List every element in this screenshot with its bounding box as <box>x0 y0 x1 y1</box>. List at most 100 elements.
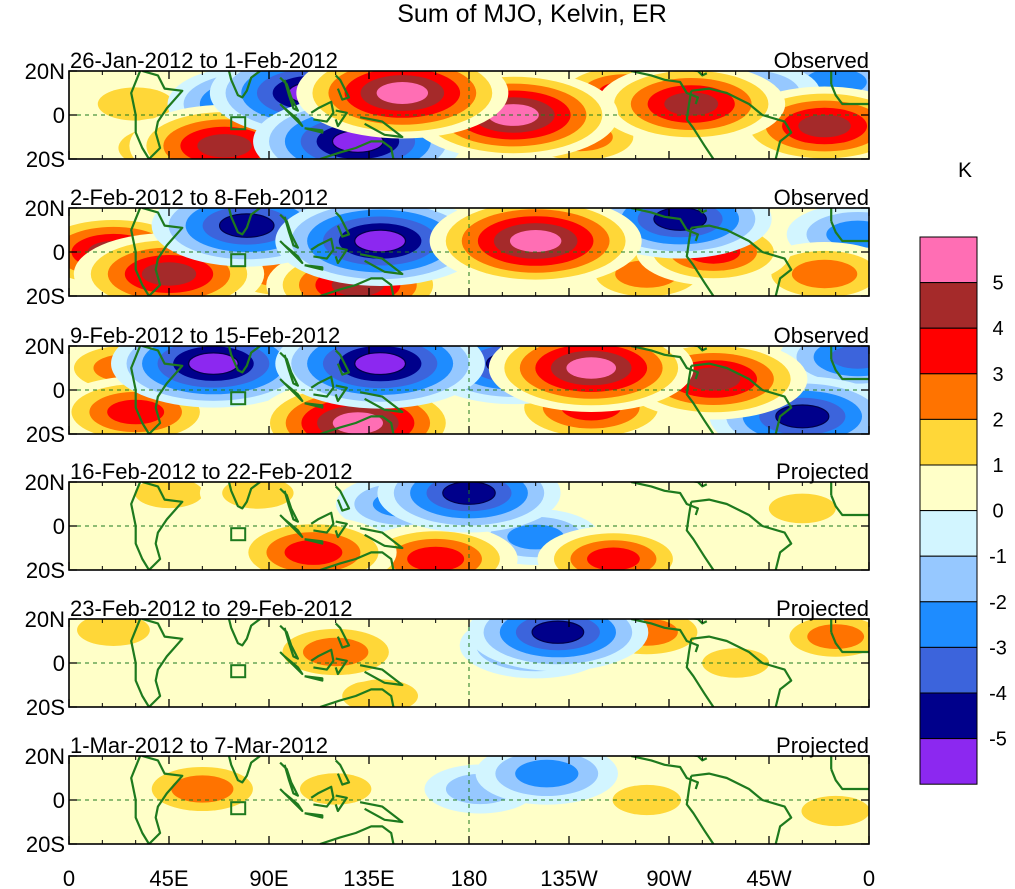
coastline <box>130 71 869 159</box>
contour-level <box>407 546 465 570</box>
map-panel: 20N 0 20S 9-Feb-2012 to 15-Feb-2012 Observed <box>25 323 870 447</box>
colorbar-tick-label: -2 <box>989 592 1007 614</box>
coastline-segment <box>630 482 699 516</box>
coastline-segment <box>279 378 304 403</box>
island-marker <box>230 116 247 131</box>
coastline-segment <box>630 208 699 242</box>
panel-period-label: 2-Feb-2012 to 8-Feb-2012 <box>70 185 328 210</box>
coastline-segment <box>334 211 351 238</box>
panel-status-label: Observed <box>774 323 869 348</box>
coastline-segment <box>319 277 395 296</box>
anomaly-field <box>113 482 857 570</box>
panel-period-label: 9-Feb-2012 to 15-Feb-2012 <box>70 323 340 348</box>
y-tick-label: 0 <box>53 514 65 539</box>
contour-level <box>768 493 836 524</box>
coastline-segment <box>630 346 699 380</box>
coastline-segment <box>227 71 261 99</box>
contour-level <box>664 92 719 116</box>
chart-title: Sum of MJO, Kelvin, ER <box>397 0 667 28</box>
coastline-segment <box>691 87 793 159</box>
coastline-segment <box>691 772 793 844</box>
x-tick-label: 90W <box>646 866 691 889</box>
coastline-segment <box>830 494 869 517</box>
coastline-segment <box>334 520 348 539</box>
contour-level <box>376 82 429 104</box>
anomaly-blob <box>429 208 642 287</box>
contour-level <box>197 134 252 158</box>
y-tick-label: 0 <box>53 788 65 813</box>
coastline-segment <box>359 116 404 139</box>
coastline-segment <box>630 71 699 105</box>
contour-outline <box>442 482 496 505</box>
y-tick-label: 20S <box>26 832 65 857</box>
coastline-segment <box>359 527 404 550</box>
anomaly-blob <box>277 763 394 815</box>
coastline-segment <box>130 208 184 296</box>
contour-level <box>284 539 343 565</box>
coastline-segment <box>685 775 715 844</box>
coastline-segment <box>334 485 351 512</box>
map-panel: 20N 0 20S 26-Jan-2012 to 1-Feb-2012 Observed <box>25 48 870 172</box>
coastline-segment <box>685 365 715 434</box>
contour-level <box>141 262 197 286</box>
coastline-segment <box>334 246 348 265</box>
contour-level <box>97 87 174 121</box>
contour-level <box>222 482 294 509</box>
coastline-segment <box>830 358 869 381</box>
colorbar-swatch <box>919 373 978 420</box>
contour-level <box>515 759 579 788</box>
coastline-segment <box>334 657 348 676</box>
coastline-segment <box>690 482 708 488</box>
colorbar-tick-label: -1 <box>989 546 1007 568</box>
coastline-segment <box>304 675 324 682</box>
coastline-segment <box>130 756 184 844</box>
island-marker <box>230 391 247 406</box>
contour-level <box>354 230 406 252</box>
coastline-segment <box>334 622 351 649</box>
map-panel: 20N 0 20S 23-Feb-2012 to 29-Feb-2012 Project… <box>25 596 870 720</box>
contour-level <box>566 357 617 379</box>
coastline-segment <box>630 619 699 653</box>
y-tick-label: 20N <box>25 744 65 769</box>
coastline-segment <box>310 785 335 808</box>
coastline-segment <box>685 90 715 159</box>
contour-level <box>587 547 640 570</box>
coastline-segment <box>310 375 335 398</box>
coastline-segment <box>279 761 299 797</box>
coastline-segment <box>359 801 404 824</box>
colorbar-swatch <box>919 282 978 329</box>
coastline-segment <box>304 538 324 545</box>
coastline-segment <box>691 362 793 434</box>
anomaly-blob <box>230 516 397 570</box>
coastline-segment <box>830 768 869 791</box>
colorbar-swatch <box>919 738 978 785</box>
coastline-segment <box>630 756 699 790</box>
contour-level <box>798 114 851 138</box>
contour-level <box>342 679 418 707</box>
colorbar-tick-label: 1 <box>992 455 1003 477</box>
coastline-segment <box>830 83 869 106</box>
coastline-segment <box>130 71 184 159</box>
coastline-segment <box>690 71 708 77</box>
colorbar-tick-label: -5 <box>989 729 1007 751</box>
coastline-segment <box>334 759 351 786</box>
coastline-segment <box>319 415 395 434</box>
coastline-segment <box>691 635 793 707</box>
coastline-segment <box>830 631 869 654</box>
y-tick-label: 0 <box>53 103 65 128</box>
anomaly-blob <box>275 208 485 286</box>
x-axis: 0 45E 90E 135E 180 135W 90W 45W 0 <box>63 866 875 889</box>
coastline <box>130 346 869 434</box>
coastline-segment <box>685 227 715 296</box>
coastline <box>130 208 869 296</box>
coastline-segment <box>334 384 348 403</box>
contour-level <box>299 773 372 805</box>
y-tick-label: 0 <box>53 651 65 676</box>
coastline-segment <box>319 140 395 159</box>
x-tick-label: 0 <box>63 866 75 889</box>
island-marker <box>230 801 247 816</box>
anomaly-blob <box>296 71 509 139</box>
contour-outline <box>775 404 830 429</box>
y-tick-label: 20N <box>25 334 65 359</box>
